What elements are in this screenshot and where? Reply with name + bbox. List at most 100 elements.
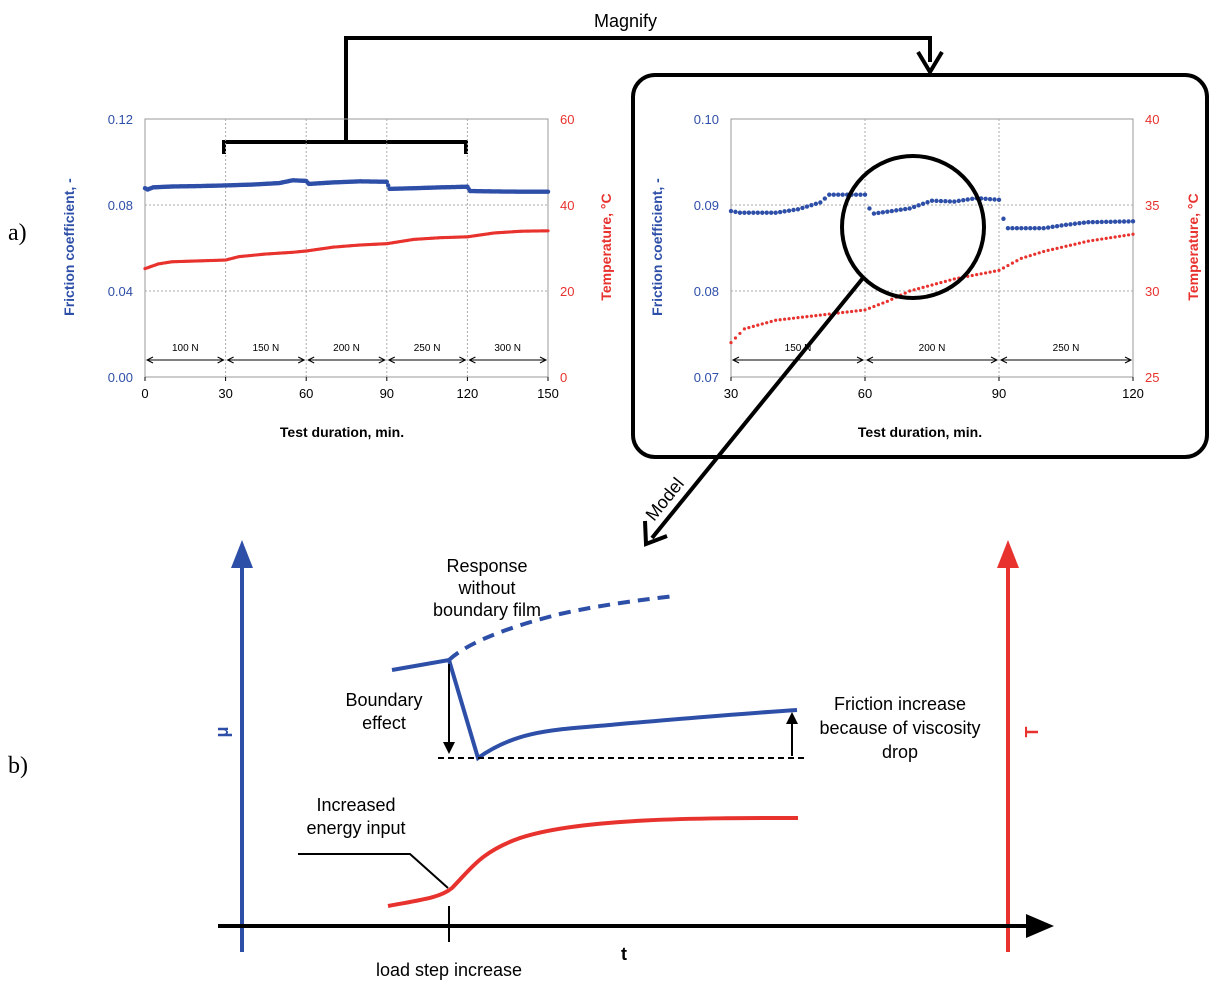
- chart-b-temperature-point: [1091, 238, 1095, 243]
- chart-b-friction-point: [1130, 219, 1136, 224]
- chart-b-friction-point: [742, 210, 747, 215]
- chart-b-friction-point: [800, 205, 805, 211]
- chart-b-friction-point: [894, 208, 899, 213]
- chart-b-friction-point: [782, 209, 787, 214]
- chart-a-y-left-tick-label: 0.12: [108, 112, 133, 127]
- chart-a-x-title: Test duration, min.: [280, 424, 404, 440]
- chart-b-temperature-point: [1042, 249, 1046, 254]
- chart-b-load-step-head: [865, 356, 874, 364]
- chart-a-load-step-head: [387, 356, 396, 364]
- chart-b-temperature-point: [854, 309, 858, 313]
- chart-b-friction-point: [786, 208, 792, 213]
- chart-b-temperature-point: [1051, 247, 1055, 251]
- chart-b-x-tick-label: 30: [724, 386, 738, 401]
- chart-b-temperature-point: [760, 322, 764, 326]
- response-text-2: without: [457, 578, 515, 598]
- chart-a-load-step-head: [307, 356, 315, 364]
- friction-text-2: because of viscosity: [819, 718, 980, 738]
- chart-b-temperature-point: [774, 318, 778, 322]
- chart-b-friction-point: [1063, 222, 1069, 227]
- chart-b-load-step-head: [1124, 356, 1133, 364]
- chart-b-friction-point: [769, 210, 774, 215]
- chart-b-friction-point: [916, 203, 921, 208]
- chart-b-temperature-point: [823, 312, 827, 317]
- chart-b-y-right-tick-label: 40: [1145, 112, 1159, 127]
- chart-b-friction-point: [809, 202, 814, 208]
- chart-b-temperature-point: [1068, 243, 1073, 247]
- chart-b-friction-point: [952, 199, 957, 204]
- chart-b-temperature-point: [988, 270, 992, 274]
- chart-a-load-step-label: 300 N: [494, 343, 521, 354]
- chart-b-temperature-point: [1113, 235, 1117, 239]
- chart-b-friction-point: [1086, 220, 1091, 225]
- chart-b-friction-point: [911, 204, 917, 210]
- chart-b-friction-point: [983, 196, 988, 202]
- chart-b-friction-point: [1077, 221, 1082, 226]
- chart-a-y-right-tick-label: 60: [560, 112, 574, 127]
- model-arrow-line: [650, 276, 865, 540]
- chart-b-friction-point: [1117, 219, 1122, 224]
- chart-b-temperature-point: [858, 308, 863, 313]
- chart-b-friction-point: [907, 206, 912, 211]
- chart-b-y-right-tick-label: 35: [1145, 198, 1159, 213]
- chart-b-temperature-point: [1001, 266, 1006, 270]
- chart-b-temperature-point: [814, 313, 818, 318]
- chart-b-temperature-point: [1059, 245, 1064, 249]
- chart-a-x-tick-label: 90: [380, 386, 394, 401]
- chart-b-temperature-point: [881, 301, 885, 305]
- chart-b-temperature-point: [975, 273, 979, 277]
- chart-a-load-step-head: [226, 356, 234, 364]
- chart-b-temperature-point: [863, 308, 867, 312]
- magnify-bracket: [222, 140, 468, 154]
- chart-b-load-step-head: [731, 356, 740, 364]
- chart-a-x-tick-label: 0: [141, 386, 148, 401]
- chart-b-friction-point: [885, 209, 890, 214]
- chart-b-friction-point: [836, 192, 841, 197]
- chart-a-load-step-label: 250 N: [414, 343, 441, 354]
- chart-b-temperature-point: [948, 278, 952, 282]
- time-axis-label: t: [621, 944, 627, 964]
- magnify-circle: [840, 154, 986, 300]
- chart-b-temperature-point: [742, 327, 747, 331]
- chart-b-temperature-point: [1006, 263, 1010, 268]
- chart-b-friction-point: [733, 209, 738, 215]
- chart-b-friction-point: [1045, 225, 1051, 230]
- load-step-label: load step increase: [376, 960, 522, 980]
- chart-b-friction-point: [840, 192, 845, 197]
- chart-b-friction-point: [1014, 226, 1020, 231]
- chart-b-temperature-point: [738, 331, 742, 336]
- chart-b-temperature-point: [979, 272, 983, 276]
- chart-b-friction-point: [943, 199, 948, 204]
- magnify-label: Magnify: [594, 11, 657, 31]
- chart-b-friction-point: [1037, 226, 1042, 231]
- chart-a-y-right-title: Temperature, °C: [598, 193, 614, 300]
- conceptual-model: μ T t load step increase Response withou…: [212, 540, 1054, 980]
- chart-b-y-left-tick-label: 0.09: [694, 198, 719, 213]
- chart-b-friction-point: [764, 210, 769, 215]
- chart-b-temperature-point: [992, 269, 997, 273]
- chart-b-friction-point: [1005, 226, 1011, 231]
- chart-b-friction-point: [1112, 219, 1118, 224]
- chart-b-friction-point: [751, 210, 756, 215]
- chart-a-overview: Test duration, min. Friction coefficient…: [61, 112, 614, 440]
- chart-a-temperature-point: [546, 229, 550, 233]
- chart-b-temperature-point: [1028, 253, 1032, 258]
- chart-b-friction-point: [929, 198, 935, 203]
- chart-b-temperature-point: [1046, 248, 1050, 253]
- chart-b-y-left-tick-label: 0.07: [694, 370, 719, 385]
- chart-b-temperature-point: [1055, 246, 1059, 250]
- chart-b-friction-point: [1019, 226, 1024, 231]
- chart-b-temperature-point: [850, 309, 854, 314]
- chart-a-y-left-tick-label: 0.04: [108, 284, 133, 299]
- chart-a-x-tick-label: 120: [457, 386, 479, 401]
- chart-b-friction-point: [1090, 219, 1096, 225]
- chart-a-x-tick-label: 30: [218, 386, 232, 401]
- panel-b-label: b): [8, 753, 28, 779]
- boundary-effect-arrowhead: [443, 742, 455, 754]
- chart-b-friction-point: [961, 197, 966, 203]
- chart-b-temperature-point: [778, 318, 782, 322]
- chart-b-friction-point: [996, 197, 1002, 203]
- panel-a-label: a): [8, 220, 27, 246]
- chart-b-temperature-point: [729, 341, 733, 345]
- chart-b-y-left-tick-label: 0.08: [694, 284, 719, 299]
